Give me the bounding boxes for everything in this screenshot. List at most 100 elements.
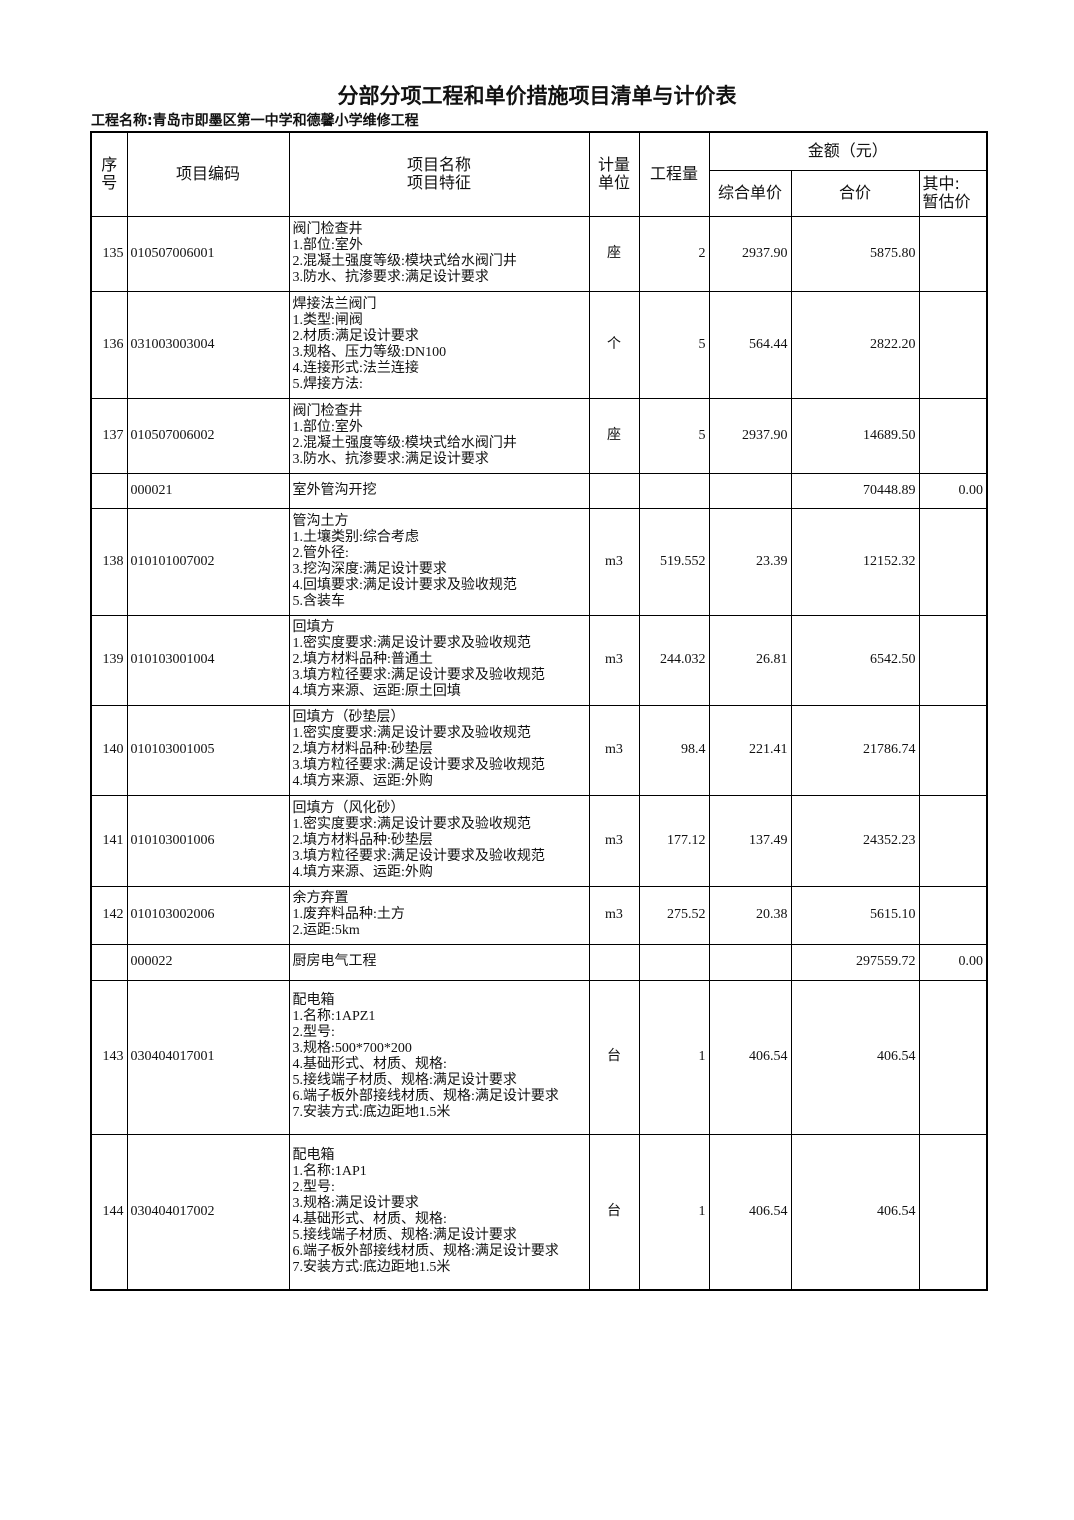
quantity-cell: 5 <box>638 397 710 474</box>
description-cell: 厨房电气工程 <box>288 943 590 981</box>
total-cell: 5875.80 <box>790 215 920 292</box>
seq-cell: 137 <box>90 397 128 474</box>
header-name: 项目名称 项目特征 <box>288 131 590 217</box>
quantity-cell: 177.12 <box>638 794 710 887</box>
unit-cell <box>588 943 640 981</box>
unit-price-cell: 23.39 <box>708 507 792 616</box>
quantity-cell <box>638 472 710 509</box>
unit-cell: 座 <box>588 397 640 474</box>
total-cell: 406.54 <box>790 979 920 1135</box>
total-cell: 2822.20 <box>790 290 920 399</box>
unit-price-cell <box>708 472 792 509</box>
header-unit: 计量 单位 <box>588 131 640 217</box>
table-row: 135 010507006001 阀门检查井 1.部位:室外 2.混凝土强度等级:模… <box>90 215 988 292</box>
provisional-cell <box>918 704 988 796</box>
total-cell: 12152.32 <box>790 507 920 616</box>
header-unit-price: 综合单价 <box>708 169 792 217</box>
provisional-cell <box>918 397 988 474</box>
seq-cell: 140 <box>90 704 128 796</box>
unit-cell: 台 <box>588 979 640 1135</box>
provisional-cell: 0.00 <box>918 943 988 981</box>
table-row: 144 030404017002 配电箱 1.名称:1AP1 2.型号: 3.规格:… <box>90 1133 988 1291</box>
code-cell: 010507006002 <box>126 397 290 474</box>
table-row: 139 010103001004 回填方 1.密实度要求:满足设计要求及验收规范 2… <box>90 614 988 706</box>
description-cell: 焊接法兰阀门 1.类型:闸阀 2.材质:满足设计要求 3.规格、压力等级:DN1… <box>288 290 590 399</box>
provisional-cell <box>918 885 988 945</box>
description-cell: 配电箱 1.名称:1APZ1 2.型号: 3.规格:500*700*200 4.… <box>288 979 590 1135</box>
description-cell: 回填方（风化砂） 1.密实度要求:满足设计要求及验收规范 2.填方材料品种:砂垫… <box>288 794 590 887</box>
quantity-cell: 5 <box>638 290 710 399</box>
seq-cell: 144 <box>90 1133 128 1291</box>
total-cell: 70448.89 <box>790 472 920 509</box>
unit-cell: 台 <box>588 1133 640 1291</box>
provisional-cell <box>918 507 988 616</box>
code-cell: 030404017002 <box>126 1133 290 1291</box>
table-row: 140 010103001005 回填方（砂垫层） 1.密实度要求:满足设计要求及验… <box>90 704 988 796</box>
table-row: 141 010103001006 回填方（风化砂） 1.密实度要求:满足设计要求及验… <box>90 794 988 887</box>
provisional-cell <box>918 1133 988 1291</box>
bill-table: 序 号 项目编码 项目名称 项目特征 计量 单位 工程量 金额（元） 综合单价 … <box>90 131 988 1291</box>
unit-cell: m3 <box>588 614 640 706</box>
unit-cell <box>588 472 640 509</box>
quantity-cell: 98.4 <box>638 704 710 796</box>
quantity-cell: 275.52 <box>638 885 710 945</box>
total-cell: 297559.72 <box>790 943 920 981</box>
unit-price-cell: 2937.90 <box>708 215 792 292</box>
code-cell: 010507006001 <box>126 215 290 292</box>
unit-cell: m3 <box>588 704 640 796</box>
total-cell: 6542.50 <box>790 614 920 706</box>
provisional-cell: 0.00 <box>918 472 988 509</box>
provisional-cell <box>918 614 988 706</box>
header-provisional: 其中: 暂估价 <box>918 169 988 217</box>
page-title: 分部分项工程和单价措施项目清单与计价表 <box>337 84 737 108</box>
provisional-cell <box>918 290 988 399</box>
quantity-cell: 1 <box>638 979 710 1135</box>
unit-cell: 个 <box>588 290 640 399</box>
code-cell: 030404017001 <box>126 979 290 1135</box>
seq-cell: 136 <box>90 290 128 399</box>
unit-cell: 座 <box>588 215 640 292</box>
description-cell: 室外管沟开挖 <box>288 472 590 509</box>
quantity-cell: 1 <box>638 1133 710 1291</box>
table-row: 137 010507006002 阀门检查井 1.部位:室外 2.混凝土强度等级:模… <box>90 397 988 474</box>
seq-cell: 141 <box>90 794 128 887</box>
unit-price-cell: 406.54 <box>708 979 792 1135</box>
total-cell: 14689.50 <box>790 397 920 474</box>
description-cell: 管沟土方 1.土壤类别:综合考虑 2.管外径: 3.挖沟深度:满足设计要求 4.… <box>288 507 590 616</box>
unit-cell: m3 <box>588 885 640 945</box>
unit-price-cell: 406.54 <box>708 1133 792 1291</box>
description-cell: 余方弃置 1.废弃料品种:土方 2.运距:5km <box>288 885 590 945</box>
provisional-cell <box>918 794 988 887</box>
table-row: 142 010103002006 余方弃置 1.废弃料品种:土方 2.运距:5km m… <box>90 885 988 945</box>
unit-price-cell: 2937.90 <box>708 397 792 474</box>
seq-cell: 139 <box>90 614 128 706</box>
table-row: 143 030404017001 配电箱 1.名称:1APZ1 2.型号: 3.规格… <box>90 979 988 1135</box>
description-cell: 回填方（砂垫层） 1.密实度要求:满足设计要求及验收规范 2.填方材料品种:砂垫… <box>288 704 590 796</box>
quantity-cell: 519.552 <box>638 507 710 616</box>
total-cell: 21786.74 <box>790 704 920 796</box>
seq-cell: 135 <box>90 215 128 292</box>
quantity-cell <box>638 943 710 981</box>
unit-price-cell: 564.44 <box>708 290 792 399</box>
seq-cell: 138 <box>90 507 128 616</box>
project-name: 工程名称:青岛市即墨区第一中学和德馨小学维修工程 <box>91 113 419 129</box>
table-row: 000021 室外管沟开挖 70448.89 0.00 <box>90 472 988 509</box>
code-cell: 010103001004 <box>126 614 290 706</box>
total-cell: 406.54 <box>790 1133 920 1291</box>
unit-price-cell: 26.81 <box>708 614 792 706</box>
code-cell: 010103002006 <box>126 885 290 945</box>
description-cell: 回填方 1.密实度要求:满足设计要求及验收规范 2.填方材料品种:普通土 3.填… <box>288 614 590 706</box>
quantity-cell: 2 <box>638 215 710 292</box>
code-cell: 000021 <box>126 472 290 509</box>
code-cell: 010101007002 <box>126 507 290 616</box>
unit-cell: m3 <box>588 794 640 887</box>
code-cell: 010103001006 <box>126 794 290 887</box>
seq-cell: 143 <box>90 979 128 1135</box>
provisional-cell <box>918 979 988 1135</box>
code-cell: 031003003004 <box>126 290 290 399</box>
seq-cell: 142 <box>90 885 128 945</box>
quantity-cell: 244.032 <box>638 614 710 706</box>
description-cell: 配电箱 1.名称:1AP1 2.型号: 3.规格:满足设计要求 4.基础形式、材… <box>288 1133 590 1291</box>
header-amount: 金额（元） <box>708 131 988 171</box>
code-cell: 000022 <box>126 943 290 981</box>
